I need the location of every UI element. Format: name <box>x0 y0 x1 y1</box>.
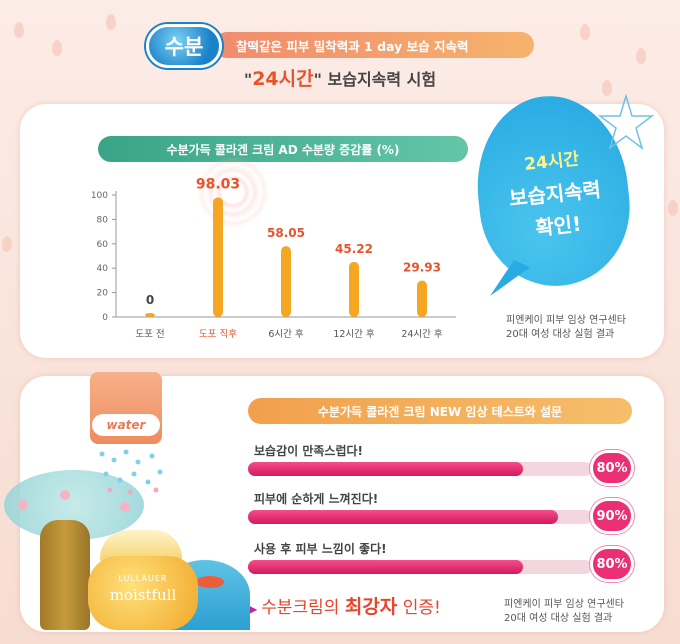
water-drops-icon <box>99 449 163 495</box>
survey-source-note: 피엔케이 피부 임상 연구센타 20대 여성 대상 실험 결과 <box>504 598 624 626</box>
bar <box>145 313 155 317</box>
decorative-drop <box>52 40 62 56</box>
decorative-drop <box>580 24 590 40</box>
chart-note-line1: 피엔케이 피부 임상 연구센타 <box>506 315 626 326</box>
survey-question: 사용 후 피부 느낌이 좋다! <box>254 542 387 556</box>
survey-title-pill: 수분가득 콜라겐 크림 NEW 임상 테스트와 설문 <box>248 398 632 424</box>
bar-value-label: 45.22 <box>335 242 373 256</box>
moisture-bar-chart: 0 20 40 60 80 100 0 도포 전 98.03 도포 직후 58.05 6시간 후 45… <box>91 176 456 340</box>
x-tick-label: 도포 직후 <box>199 329 237 340</box>
star-icon <box>597 93 655 150</box>
petal <box>60 490 70 500</box>
petal <box>18 500 28 510</box>
survey-note-line2: 20대 여성 대상 실험 결과 <box>504 613 613 624</box>
y-tick-label: 40 <box>97 264 109 274</box>
decorative-drop <box>2 236 12 252</box>
tree-trunk <box>40 520 90 630</box>
bar-value-label: 58.05 <box>267 226 305 240</box>
survey-question: 피부에 순하게 느껴진다! <box>254 492 379 506</box>
bar-value-label: 0 <box>146 293 154 307</box>
y-tick-label: 60 <box>97 240 109 250</box>
product-brand: LULLAUER <box>118 574 168 583</box>
bubble-text: 24시간 보습지속력 확인! <box>485 139 624 248</box>
page-title: "24시간" 보습지속력 시험 <box>0 64 680 91</box>
bar <box>281 246 291 317</box>
survey-percent-badge: 80% <box>590 546 634 582</box>
y-tick-label: 0 <box>102 313 108 323</box>
x-tick-label: 12시간 후 <box>333 329 375 340</box>
header-badge: 수분 <box>146 24 222 68</box>
decorative-drop <box>106 14 116 30</box>
survey-bar-fill <box>248 462 524 476</box>
highlight-swirl <box>188 152 278 232</box>
decorative-drop <box>602 80 612 96</box>
claim-text: ▶ 수분크림의 최강자 인증! <box>248 592 441 619</box>
header-subtitle-pill: 찰떡같은 피부 밀착력과 1 day 보습 지속력 <box>214 32 534 58</box>
watering-can-label: water <box>92 414 160 436</box>
survey-bar-track <box>248 560 592 574</box>
claim-strong: 최강자 <box>344 596 398 618</box>
decorative-drop <box>668 200 678 216</box>
title-close-quote: " <box>313 70 322 89</box>
title-rest: 보습지속력 시험 <box>327 70 437 89</box>
header-subtitle: 찰떡같은 피부 밀착력과 1 day 보습 지속력 <box>236 38 469 54</box>
survey-percent-badge: 80% <box>590 450 634 486</box>
bar <box>349 261 359 317</box>
y-tick-label: 100 <box>91 191 108 201</box>
product-name: moistfull <box>109 586 177 604</box>
survey-note-line1: 피엔케이 피부 임상 연구센타 <box>504 599 624 610</box>
claim-prefix: 수분크림의 <box>261 598 345 618</box>
claim-suffix: 인증! <box>397 598 441 618</box>
bar <box>417 280 427 317</box>
fish-icon <box>196 576 224 588</box>
survey-bar-track <box>248 462 592 476</box>
chart-note-line2: 20대 여성 대상 실험 결과 <box>506 329 615 340</box>
y-tick-label: 20 <box>97 289 109 299</box>
title-highlight: 24시간 <box>252 68 314 90</box>
survey-bar-fill <box>248 560 524 574</box>
petal <box>120 502 130 512</box>
survey-question: 보습감이 만족스럽다! <box>254 444 364 458</box>
survey-percent-badge: 90% <box>590 498 634 534</box>
title-open-quote: " <box>243 70 253 89</box>
bar-value-label: 29.93 <box>403 260 441 274</box>
triangle-arrow-icon: ▶ <box>248 602 258 616</box>
x-tick-label: 6시간 후 <box>268 329 304 340</box>
chart-source-note: 피엔케이 피부 임상 연구센타 20대 여성 대상 실험 결과 <box>506 314 626 342</box>
bars: 0 도포 전 98.03 도포 직후 58.05 6시간 후 45.22 12시간 후 29.9… <box>135 176 443 340</box>
bar-value-label: 98.03 <box>196 176 240 192</box>
x-tick-label: 24시간 후 <box>401 329 443 340</box>
product-jar <box>88 556 198 630</box>
chart-title-pill: 수분가득 콜라겐 크림 AD 수분량 증감률 (%) <box>98 136 468 162</box>
survey-bar-track <box>248 510 592 524</box>
decorative-drop <box>14 22 24 38</box>
bar <box>213 197 223 317</box>
y-tick-label: 80 <box>97 215 109 225</box>
survey-bar-fill <box>248 510 558 524</box>
x-tick-label: 도포 전 <box>135 329 164 340</box>
decorative-drop <box>636 48 646 64</box>
